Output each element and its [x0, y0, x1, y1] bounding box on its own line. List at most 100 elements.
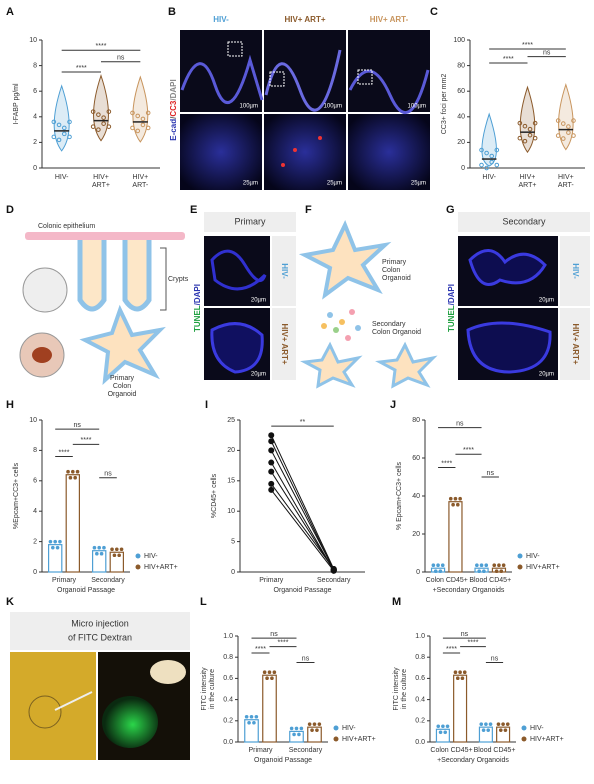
column-title: HIV- [213, 15, 229, 24]
pair-line [270, 450, 335, 570]
legend-label: HIV+ART+ [526, 564, 560, 571]
bar-dot [119, 547, 124, 552]
violin-dot [527, 132, 533, 138]
panel-letter: M [392, 596, 401, 608]
y-tick-label: 20 [412, 531, 420, 538]
significance-label: ns [117, 55, 125, 62]
bar-dot [451, 502, 455, 507]
bar-dot [501, 563, 506, 567]
violin-dot [517, 120, 523, 126]
panel-letter: D [6, 204, 14, 216]
title: Secondary [502, 216, 546, 226]
title-box [10, 612, 190, 650]
organoid-photo [32, 347, 52, 363]
violin-dot [494, 147, 500, 153]
violin-dot [135, 113, 141, 119]
panel-f: Primary Colon Organoid Secondary Colon O… [298, 220, 438, 389]
x-tick-label: Primary [52, 577, 77, 584]
inset-box [269, 71, 285, 87]
violin-dot [571, 133, 576, 138]
bar-dot [307, 722, 312, 726]
significance-label: ** [300, 419, 306, 426]
scale-bar-label: 25µm [327, 181, 342, 187]
violin-dot [489, 159, 495, 165]
y-tick-label: 0 [416, 569, 420, 576]
pair-line [270, 471, 335, 571]
violin-dot [527, 126, 533, 132]
micrograph [348, 30, 430, 112]
bar-dot [453, 496, 458, 501]
x-tick-label: HIV+ [93, 174, 109, 181]
y-tick-label: 10 [29, 37, 37, 44]
significance-label: ns [270, 631, 278, 638]
violin-dot [101, 115, 106, 120]
y-tick-label: 80 [412, 417, 420, 424]
bar-dot [455, 502, 460, 507]
significance-label: **** [278, 639, 289, 646]
bar-dot [441, 724, 445, 729]
scale-bar-label: 20µm [539, 372, 554, 378]
row-label: HIV+ ART+ [571, 323, 580, 364]
panel-letter: A [6, 6, 14, 18]
violin-dot [517, 135, 523, 141]
bar [496, 726, 511, 743]
bar-dot [97, 545, 101, 550]
bar-dot [497, 563, 501, 567]
organoid [300, 341, 363, 389]
bar-dot [438, 569, 443, 573]
y-tick-label: 1.0 [415, 633, 425, 640]
violin-dot [532, 120, 538, 126]
inset-box [227, 41, 243, 57]
violin-dot [96, 127, 101, 132]
cc3-signal [281, 163, 285, 167]
bar-dot [460, 676, 465, 681]
bar-dot [315, 728, 319, 732]
y-tick-label: 4 [33, 508, 37, 515]
bar [47, 544, 63, 573]
x-tick-label: Secondary [289, 747, 323, 754]
bar-dot [66, 469, 70, 474]
bar-dot [55, 545, 60, 550]
stain-label: TUNEL/DAPI [447, 284, 456, 332]
x-tick-label: HIV+ [558, 174, 574, 181]
y-tick-label: 1.0 [223, 633, 233, 640]
stain: TUNEL [447, 305, 456, 332]
bar-dot [503, 728, 508, 732]
bar-dot [254, 714, 259, 719]
violin-dot [522, 123, 528, 129]
violin-dot [96, 112, 101, 117]
crypt [122, 240, 152, 312]
y-axis-label: in the culture [401, 669, 408, 709]
y-axis-label: FITC intensity [393, 667, 400, 711]
needle [54, 691, 93, 711]
pair-line [270, 489, 335, 572]
significance-label: **** [522, 42, 533, 49]
x-tick-label: Blood CD45+ [474, 747, 516, 754]
significance-label: ns [491, 655, 499, 662]
label: Secondary [372, 321, 406, 328]
bar-dot [498, 728, 503, 732]
bar-dot [247, 720, 251, 725]
organoid [28, 695, 62, 729]
bar-dot [95, 551, 99, 556]
legend-dot [135, 564, 141, 570]
violin-dot [145, 110, 151, 116]
y-tick-label: 0.8 [223, 654, 233, 661]
legend-label: HIV- [526, 553, 540, 560]
panel-letter: G [446, 204, 455, 216]
bar-dot [448, 496, 453, 501]
point [268, 468, 275, 475]
violin [132, 75, 149, 143]
bar-dot [292, 732, 296, 737]
bar-dot [48, 539, 53, 544]
violin-dot [560, 136, 566, 141]
significance-label: **** [446, 646, 457, 653]
legend-label: HIV+ART+ [144, 564, 178, 571]
y-tick-label: 0 [231, 569, 235, 576]
scale-bar-label: 100µm [408, 104, 426, 110]
stain-label: TUNEL/DAPI [193, 284, 202, 332]
significance-label: **** [255, 646, 266, 653]
bar-dot [443, 730, 448, 735]
violin [93, 74, 109, 142]
bar [448, 501, 463, 573]
